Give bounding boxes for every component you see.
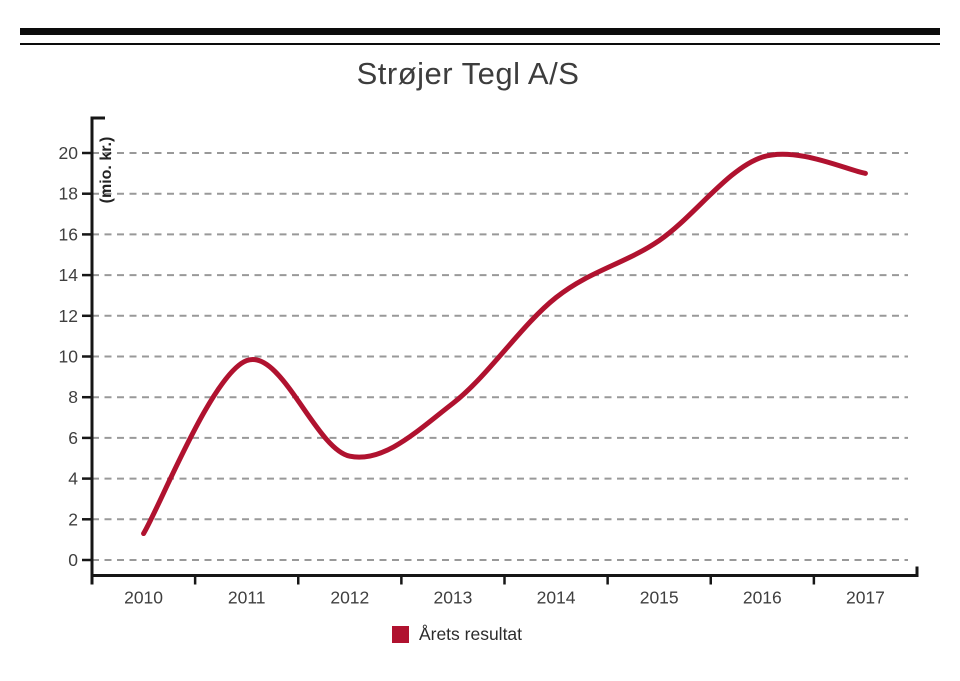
x-tick-label: 2012	[330, 588, 369, 608]
series-line	[141, 151, 868, 537]
y-tick-label: 4	[68, 469, 78, 489]
y-tick-label: 16	[59, 224, 78, 244]
y-tick-label: 8	[68, 387, 78, 407]
y-tick-label: 0	[68, 550, 78, 570]
y-axis-unit-label: (mio. kr.)	[98, 137, 115, 204]
x-tick-label: 2017	[846, 588, 885, 608]
chart-legend: Årets resultat	[0, 621, 937, 647]
legend-series-label: Årets resultat	[418, 623, 523, 644]
x-tick-label: 2016	[743, 588, 782, 608]
y-tick-label: 12	[59, 306, 78, 326]
y-tick-label: 20	[59, 143, 79, 163]
header-rule-thin	[20, 43, 940, 45]
x-tick-label: 2011	[228, 588, 266, 608]
y-tick-label: 2	[68, 509, 78, 529]
x-tick-label: 2010	[124, 588, 163, 608]
y-tick-label: 18	[59, 184, 78, 204]
x-tick-label: 2015	[640, 588, 679, 608]
x-tick-label: 2013	[433, 588, 472, 608]
chart-title: Strøjer Tegl A/S	[356, 56, 580, 91]
y-tick-label: 6	[68, 428, 78, 448]
y-tick-label: 10	[59, 347, 79, 367]
header-rule-thick	[20, 28, 940, 35]
legend-swatch-icon	[391, 625, 409, 643]
y-tick-label: 14	[59, 265, 79, 285]
x-tick-label: 2014	[537, 588, 576, 608]
